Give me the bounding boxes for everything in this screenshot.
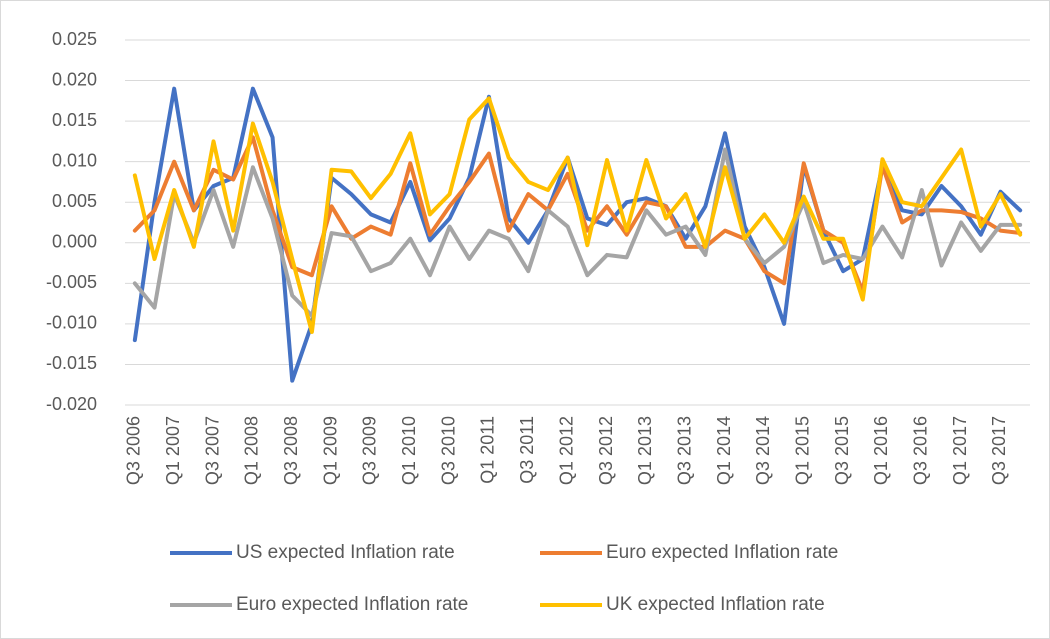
y-tick-label: 0.025 bbox=[52, 29, 97, 49]
y-tick-label: 0.010 bbox=[52, 150, 97, 170]
x-tick-label: Q3 2011 bbox=[517, 416, 537, 484]
x-tick-label: Q1 2008 bbox=[242, 416, 262, 485]
legend-label: Euro expected Inflation rate bbox=[606, 542, 838, 563]
x-tick-label: Q1 2007 bbox=[163, 416, 183, 485]
y-tick-label: 0.015 bbox=[52, 110, 97, 130]
x-tick-label: Q3 2014 bbox=[753, 416, 773, 485]
x-tick-label: Q3 2012 bbox=[596, 416, 616, 485]
x-tick-label: Q1 2010 bbox=[399, 416, 419, 485]
x-tick-label: Q3 2010 bbox=[438, 416, 458, 485]
x-tick-label: Q3 2007 bbox=[202, 416, 222, 485]
x-tick-label: Q1 2017 bbox=[950, 416, 970, 485]
y-tick-label: 0.000 bbox=[52, 232, 97, 252]
legend-label: US expected Inflation rate bbox=[236, 542, 455, 563]
x-tick-label: Q1 2011 bbox=[478, 416, 498, 484]
x-tick-label: Q3 2013 bbox=[674, 416, 694, 485]
x-tick-label: Q3 2006 bbox=[124, 416, 144, 485]
x-tick-label: Q1 2013 bbox=[635, 416, 655, 485]
x-tick-label: Q1 2009 bbox=[320, 416, 340, 485]
y-tick-label: -0.020 bbox=[46, 394, 97, 414]
x-tick-label: Q3 2017 bbox=[989, 416, 1009, 485]
y-tick-label: -0.015 bbox=[46, 353, 97, 373]
x-tick-label: Q3 2016 bbox=[911, 416, 931, 485]
x-tick-label: Q1 2015 bbox=[793, 416, 813, 485]
x-tick-label: Q3 2009 bbox=[360, 416, 380, 485]
y-tick-label: -0.005 bbox=[46, 272, 97, 292]
legend: US expected Inflation rate Euro expected … bbox=[170, 542, 838, 615]
x-tick-label: Q1 2014 bbox=[714, 416, 734, 485]
x-tick-label: Q3 2008 bbox=[281, 416, 301, 485]
x-tick-label: Q3 2015 bbox=[832, 416, 852, 485]
legend-label: Euro expected Inflation rate bbox=[236, 594, 468, 615]
series-line bbox=[132, 96, 1023, 334]
x-tick-label: Q1 2012 bbox=[556, 416, 576, 485]
x-tick-label: Q1 2016 bbox=[871, 416, 891, 485]
y-tick-label: -0.010 bbox=[46, 313, 97, 333]
y-tick-label: 0.020 bbox=[52, 69, 97, 89]
legend-label: UK expected Inflation rate bbox=[606, 594, 825, 615]
y-tick-label: 0.005 bbox=[52, 191, 97, 211]
